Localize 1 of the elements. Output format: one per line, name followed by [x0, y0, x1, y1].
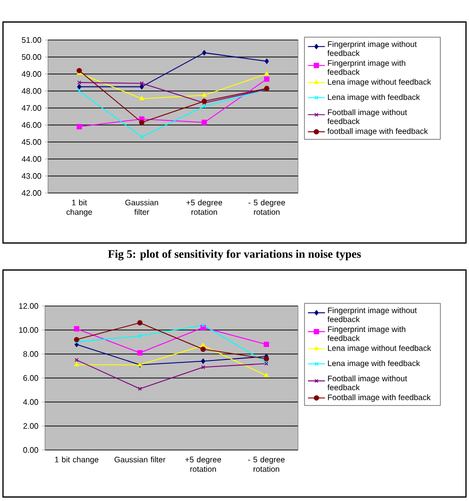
caption: Fig 5: plot of sensitivity for variations in noise types — [108, 250, 361, 260]
